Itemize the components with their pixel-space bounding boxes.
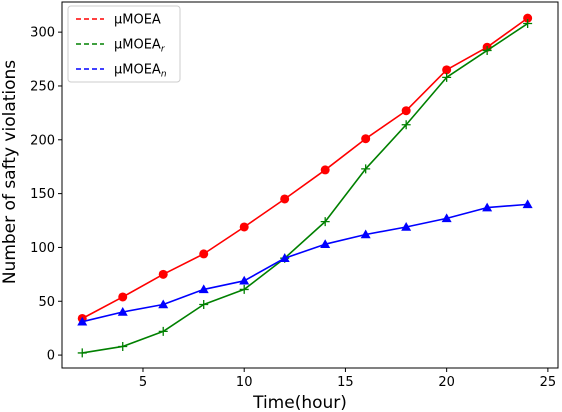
data-point (199, 299, 209, 309)
data-point (239, 284, 249, 294)
data-point (199, 249, 209, 259)
series-0 (77, 13, 533, 323)
data-point (482, 45, 492, 55)
data-point (280, 194, 290, 204)
legend-label: μMOEAn (114, 63, 167, 80)
data-point (401, 106, 411, 116)
y-tick-label: 300 (30, 26, 55, 41)
data-point (239, 222, 249, 232)
x-axis-title: Time(hour) (252, 393, 347, 412)
series-line (82, 22, 529, 354)
data-point (117, 307, 128, 316)
data-point (522, 199, 533, 209)
data-point (239, 275, 250, 285)
y-tick-label: 100 (30, 241, 55, 256)
legend-label: μMOEAr (114, 38, 166, 55)
series-line (81, 17, 529, 320)
data-point (77, 348, 87, 358)
data-point (77, 316, 88, 326)
data-point (320, 217, 330, 227)
data-point (360, 229, 371, 239)
data-point (158, 326, 168, 336)
data-point (320, 239, 331, 248)
data-point (401, 120, 411, 130)
data-point (442, 72, 452, 82)
x-tick-label: 20 (438, 375, 455, 390)
data-point (361, 134, 371, 144)
data-point (401, 221, 412, 231)
data-point (118, 341, 128, 351)
y-tick-label: 150 (30, 187, 55, 202)
y-tick-label: 0 (47, 349, 55, 364)
data-point (361, 164, 371, 174)
y-tick-label: 200 (30, 133, 55, 148)
legend: μMOEA μMOEAr μMOEAn (67, 5, 181, 83)
series-2 (77, 199, 533, 326)
legend-frame (67, 5, 181, 83)
data-point (482, 202, 493, 212)
y-tick-label: 50 (38, 295, 55, 310)
data-point (320, 165, 330, 175)
data-point (279, 253, 290, 262)
data-point (441, 213, 452, 223)
y-axis-title: Number of safty violations (0, 60, 20, 284)
data-point (523, 19, 533, 29)
data-point (158, 299, 169, 309)
x-tick-label: 10 (236, 375, 253, 390)
data-point (198, 284, 209, 294)
data-point (442, 65, 452, 75)
data-point (118, 292, 128, 302)
legend-label: μMOEA (114, 13, 161, 28)
x-tick-label: 15 (337, 375, 354, 390)
series-layer (77, 13, 533, 358)
data-point (523, 13, 533, 23)
y-tick-label: 250 (30, 79, 55, 94)
data-point (158, 269, 168, 279)
x-tick-label: 25 (540, 375, 557, 390)
x-tick-label: 5 (139, 375, 147, 390)
series-line (82, 203, 528, 323)
